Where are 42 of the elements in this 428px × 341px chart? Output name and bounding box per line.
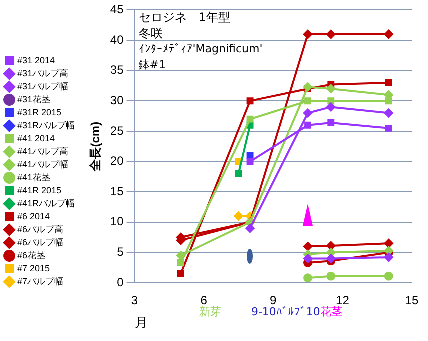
x-tick-label: 15	[405, 294, 419, 308]
legend-label: #41R 2015	[18, 185, 62, 196]
legend-label: #41花茎	[18, 172, 51, 182]
y-tick-label: 45	[110, 2, 124, 17]
x-tick-label: 9	[270, 294, 278, 308]
annotation: ｲﾝﾀｰﾒﾃﾞｨｱ'Magnificum'	[138, 42, 263, 56]
legend-label: #31Rバルブ幅	[18, 120, 76, 130]
y-tick-label: 25	[110, 124, 124, 138]
text: 花茎	[320, 305, 342, 318]
legend-label: #6バルブ幅	[18, 237, 64, 248]
legend-label: #31花茎	[18, 94, 51, 104]
legend-label: #6バルブ高	[18, 224, 64, 234]
y-axis-title: 全長(cm)	[88, 122, 103, 172]
y-tick-label: 15	[110, 184, 124, 198]
legend-label: #6花茎	[18, 250, 46, 260]
text: 新芽	[199, 305, 222, 318]
annotation: 鉢#1	[138, 58, 166, 72]
y-tick-label: 30	[110, 93, 124, 108]
legend-label: #41バルブ幅	[18, 159, 69, 170]
x-axis-title: 月	[134, 314, 148, 330]
y-tick-label: 5	[117, 245, 124, 259]
legend-label: #41バルブ高	[18, 146, 69, 156]
legend-label: #31バルブ幅	[18, 81, 69, 92]
y-tick-label: 0	[117, 275, 124, 290]
legend-label: #41 2014	[18, 133, 56, 144]
legend-label: #31R 2015	[18, 107, 62, 118]
y-tick-label: 40	[110, 32, 124, 47]
legend-label: #31バルブ高	[18, 68, 69, 78]
y-tick-label: 20	[110, 154, 124, 168]
text: 9-10ﾊﾞﾙﾌﾞ10	[251, 305, 320, 318]
legend-label: #41Rバルブ幅	[18, 198, 76, 208]
text: 冬咲	[138, 26, 163, 40]
x-tick-label: 6	[200, 294, 208, 308]
x-tick-label: 3	[131, 294, 138, 308]
legend-label: #7バルブ幅	[18, 276, 64, 286]
y-tick-label: 35	[110, 63, 124, 78]
legend-label: #6 2014	[18, 211, 50, 222]
legend-label: #7 2015	[18, 263, 50, 274]
chart-title: セロジネ 1年型	[138, 10, 230, 24]
legend-label: #31 2014	[18, 55, 56, 66]
x-tick-label: 12	[336, 294, 350, 308]
y-tick-label: 10	[110, 214, 124, 229]
